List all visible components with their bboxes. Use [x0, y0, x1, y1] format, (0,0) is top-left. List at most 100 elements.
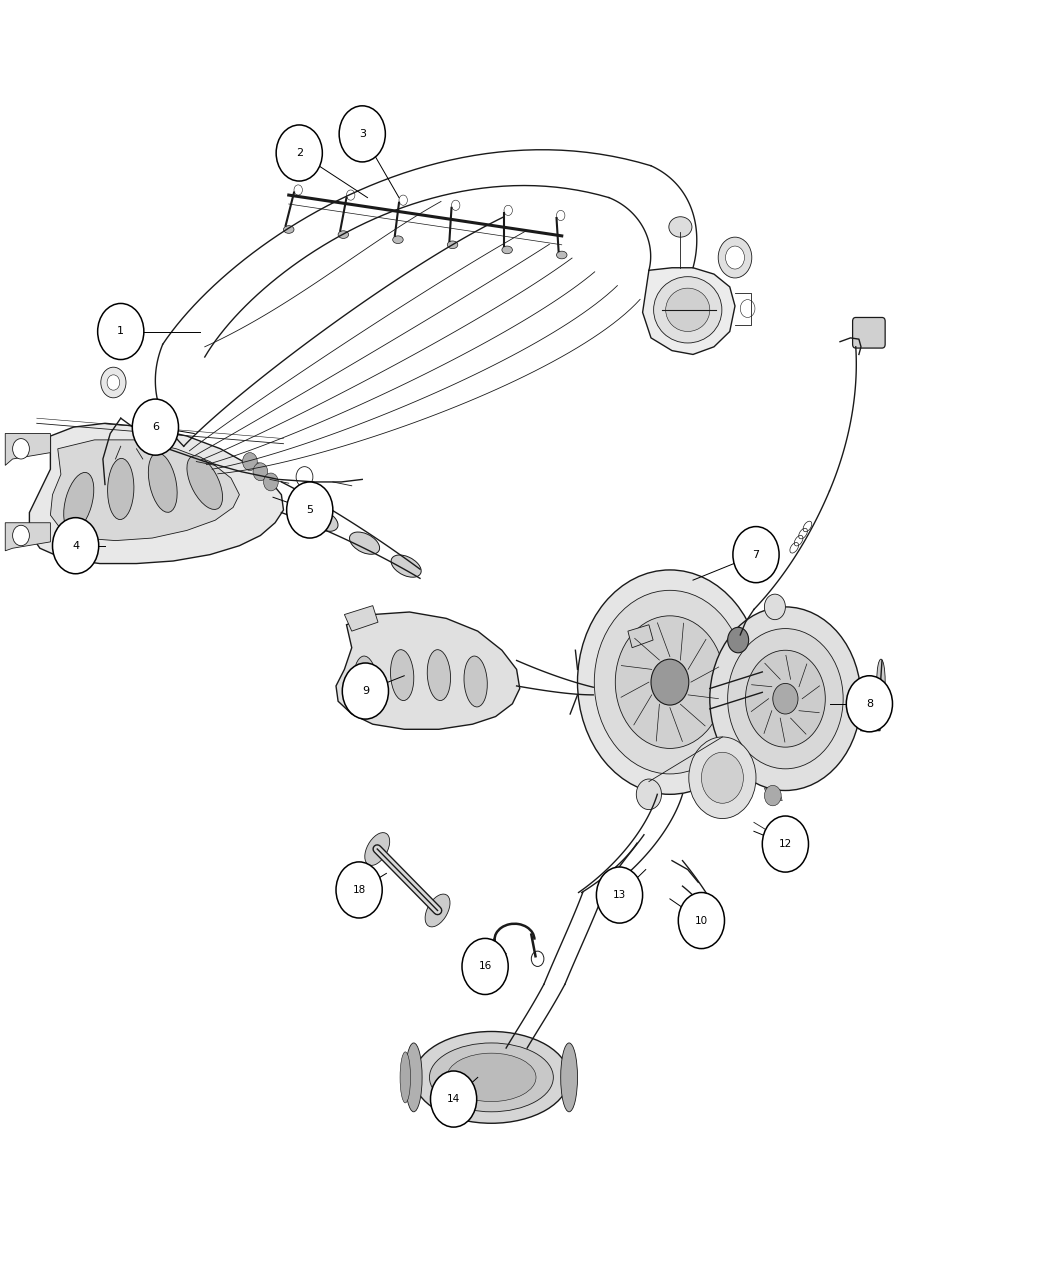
Circle shape — [296, 467, 313, 487]
Circle shape — [399, 195, 407, 205]
Circle shape — [846, 676, 892, 732]
Circle shape — [701, 752, 743, 803]
Ellipse shape — [561, 1043, 578, 1112]
Text: 5: 5 — [307, 505, 313, 515]
Ellipse shape — [447, 241, 458, 249]
Text: 6: 6 — [152, 422, 159, 432]
Circle shape — [287, 482, 333, 538]
Circle shape — [718, 237, 752, 278]
Ellipse shape — [447, 1053, 537, 1102]
Circle shape — [710, 607, 861, 790]
Ellipse shape — [429, 1043, 553, 1112]
Circle shape — [762, 816, 808, 872]
Ellipse shape — [187, 455, 223, 510]
Circle shape — [107, 375, 120, 390]
Circle shape — [764, 594, 785, 620]
Circle shape — [728, 627, 749, 653]
Circle shape — [462, 938, 508, 994]
Ellipse shape — [427, 650, 450, 700]
Ellipse shape — [354, 657, 377, 706]
Circle shape — [430, 1071, 477, 1127]
Circle shape — [764, 785, 781, 806]
Text: 8: 8 — [866, 699, 873, 709]
Text: 16: 16 — [479, 961, 491, 972]
Polygon shape — [764, 788, 782, 801]
Circle shape — [746, 650, 825, 747]
Circle shape — [276, 125, 322, 181]
Text: 10: 10 — [695, 915, 708, 926]
Circle shape — [773, 683, 798, 714]
Ellipse shape — [64, 473, 93, 530]
Text: 2: 2 — [296, 148, 302, 158]
Circle shape — [651, 659, 689, 705]
Ellipse shape — [350, 532, 380, 555]
Circle shape — [728, 629, 843, 769]
Circle shape — [253, 463, 268, 481]
Polygon shape — [643, 268, 735, 354]
Ellipse shape — [405, 1043, 422, 1112]
Ellipse shape — [669, 217, 692, 237]
Ellipse shape — [284, 226, 294, 233]
Circle shape — [98, 303, 144, 360]
Circle shape — [346, 190, 355, 200]
Ellipse shape — [556, 251, 567, 259]
Polygon shape — [50, 440, 239, 541]
Circle shape — [615, 616, 724, 748]
Circle shape — [13, 525, 29, 546]
Circle shape — [336, 862, 382, 918]
Polygon shape — [344, 606, 378, 631]
Circle shape — [294, 185, 302, 195]
Circle shape — [132, 399, 179, 455]
Ellipse shape — [391, 555, 421, 578]
Circle shape — [154, 455, 171, 476]
Circle shape — [452, 200, 460, 210]
Ellipse shape — [877, 659, 885, 703]
Polygon shape — [628, 625, 653, 648]
Ellipse shape — [107, 459, 134, 519]
Circle shape — [531, 951, 544, 966]
Ellipse shape — [414, 1031, 569, 1123]
Circle shape — [740, 300, 755, 317]
Circle shape — [483, 958, 496, 973]
Circle shape — [726, 246, 744, 269]
Circle shape — [101, 367, 126, 398]
Text: 12: 12 — [779, 839, 792, 849]
Ellipse shape — [338, 231, 349, 238]
Circle shape — [118, 434, 139, 459]
Circle shape — [596, 867, 643, 923]
Ellipse shape — [666, 288, 710, 332]
Circle shape — [779, 834, 792, 849]
Ellipse shape — [391, 650, 414, 700]
Circle shape — [773, 826, 798, 857]
Ellipse shape — [400, 1052, 411, 1103]
Text: 14: 14 — [447, 1094, 460, 1104]
Polygon shape — [29, 423, 284, 564]
Circle shape — [678, 892, 724, 949]
Polygon shape — [5, 523, 50, 551]
Ellipse shape — [653, 277, 722, 343]
Text: 4: 4 — [72, 541, 79, 551]
Text: 9: 9 — [362, 686, 369, 696]
Ellipse shape — [464, 657, 487, 706]
Text: 1: 1 — [118, 326, 124, 337]
Circle shape — [342, 663, 388, 719]
FancyBboxPatch shape — [853, 317, 885, 348]
Circle shape — [578, 570, 762, 794]
Polygon shape — [5, 434, 50, 465]
Text: 7: 7 — [753, 550, 759, 560]
Circle shape — [264, 473, 278, 491]
Ellipse shape — [364, 833, 390, 866]
Circle shape — [504, 205, 512, 215]
Circle shape — [249, 463, 266, 483]
Circle shape — [339, 106, 385, 162]
Ellipse shape — [425, 894, 450, 927]
Circle shape — [52, 518, 99, 574]
Ellipse shape — [502, 246, 512, 254]
Circle shape — [594, 590, 746, 774]
Circle shape — [556, 210, 565, 221]
Circle shape — [202, 459, 218, 479]
Text: 18: 18 — [353, 885, 365, 895]
Text: 13: 13 — [613, 890, 626, 900]
Circle shape — [243, 453, 257, 470]
Circle shape — [733, 527, 779, 583]
